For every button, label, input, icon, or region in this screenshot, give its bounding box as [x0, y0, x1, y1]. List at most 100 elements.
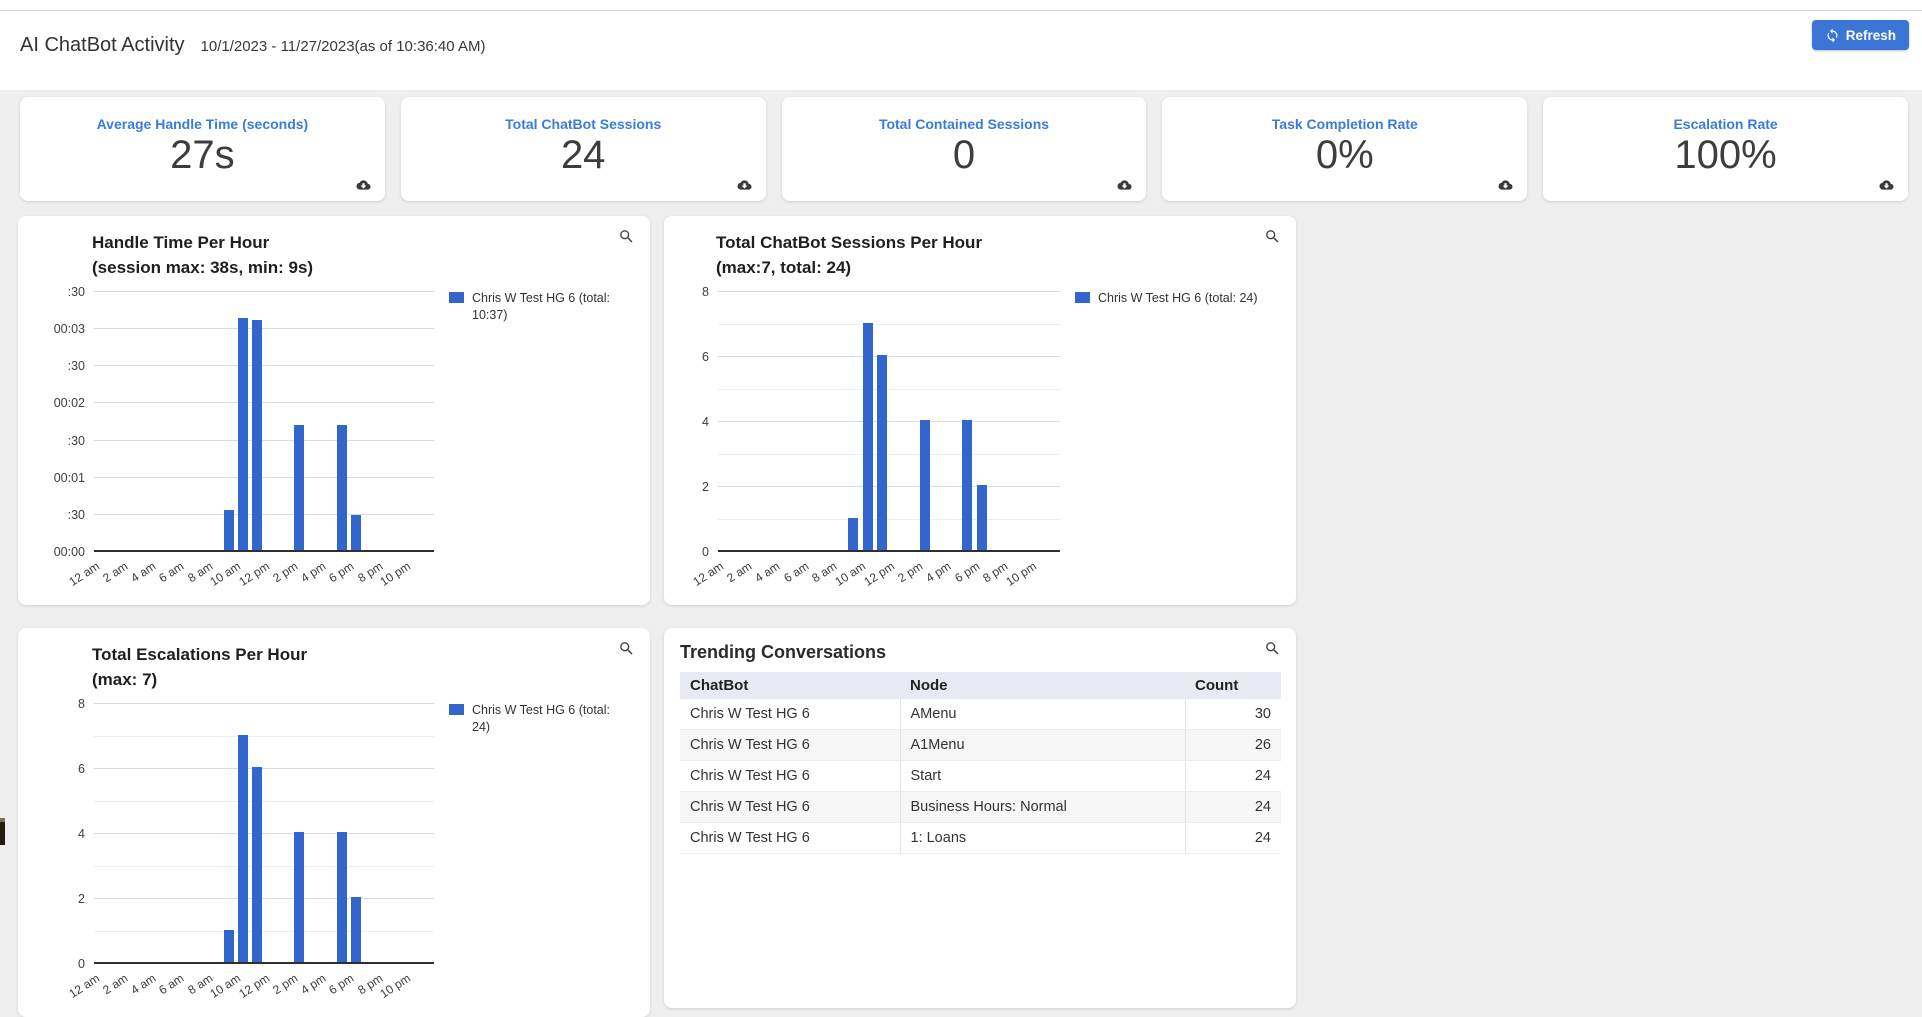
- chart-bar: [237, 734, 248, 962]
- y-axis-tick-label: :30: [67, 285, 85, 299]
- gridline: [718, 388, 1060, 390]
- chart-bar: [862, 322, 873, 550]
- table-cell: Business Hours: Normal: [899, 791, 1185, 823]
- table-row: Chris W Test HG 6 Business Hours: Normal 2…: [680, 791, 1281, 823]
- x-axis-tick-label: 6 am: [156, 971, 187, 998]
- gridline: [94, 365, 434, 367]
- gridline: [718, 356, 1060, 357]
- total-escalations-per-hour-chart: 0 2 4 6 8 12 am 2 am 4 am 6 am 8 am 10 am 12 pm 2 pm…: [66, 697, 434, 1001]
- chart-card-handle-time: Handle Time Per Hour (session max: 38s, …: [18, 216, 650, 605]
- chart-bar: [962, 420, 973, 550]
- x-axis-tick-label: 2 am: [99, 559, 130, 586]
- refresh-button[interactable]: Refresh: [1811, 20, 1909, 50]
- x-axis-tick-label: 4 pm: [298, 559, 329, 586]
- x-axis-tick-label: 6 pm: [952, 559, 983, 586]
- x-axis-tick-label: 12 am: [66, 971, 102, 1001]
- date-range: 10/1/2023 - 11/27/2023(as of 10:36:40 AM…: [200, 37, 486, 55]
- chart-bar: [294, 832, 305, 962]
- kpi-value: 0: [952, 133, 976, 177]
- gridline: [718, 486, 1060, 487]
- kpi-card-escalation-rate: Escalation Rate 100%: [1543, 97, 1908, 201]
- cloud-download-icon[interactable]: [355, 178, 372, 192]
- legend-swatch: [449, 292, 464, 303]
- table-cell: 24: [1184, 791, 1281, 823]
- gridline: [94, 833, 434, 834]
- table-cell: 24: [1184, 760, 1281, 792]
- table-header-row: ChatBot Node Count: [680, 672, 1281, 699]
- refresh-button-label: Refresh: [1845, 27, 1896, 43]
- y-axis-tick-label: 2: [702, 480, 709, 494]
- gridline: [718, 421, 1060, 422]
- x-axis-tick-label: 4 am: [128, 971, 159, 998]
- chart-bar: [351, 897, 362, 962]
- gridline: [94, 768, 434, 769]
- table-cell: A1Menu: [899, 729, 1185, 761]
- kpi-label: Total ChatBot Sessions: [505, 116, 662, 132]
- gridline: [94, 439, 434, 441]
- table-title: Trending Conversations: [680, 642, 887, 662]
- chart-bar: [237, 318, 248, 550]
- chart-bar: [976, 485, 987, 550]
- chart-card-escalations: Total Escalations Per Hour (max: 7) 0 2 4 6…: [18, 628, 650, 1017]
- x-axis-tick-label: 2 am: [724, 559, 755, 586]
- handle-time-per-hour-chart: 00:00:30 00:01:30 00:02:30 00:03:30 12 am 2 a…: [54, 285, 434, 589]
- magnifier-icon[interactable]: [618, 640, 635, 657]
- chart-bar: [876, 355, 887, 550]
- chart-bar: [919, 420, 930, 550]
- gridline: [94, 476, 434, 478]
- chart-bar: [251, 767, 262, 962]
- legend-swatch: [1075, 292, 1090, 303]
- y-axis-tick-label: 8: [78, 697, 85, 711]
- x-axis-tick-label: 12 pm: [236, 971, 272, 1001]
- table-cell: 24: [1184, 822, 1281, 854]
- legend-label: Chris W Test HG 6 (total: 24): [472, 703, 610, 734]
- x-axis-tick-label: 12 am: [66, 559, 102, 589]
- y-axis-tick-label: :30: [67, 433, 85, 448]
- gridline: [94, 550, 434, 552]
- y-axis-tick-label: 0: [702, 545, 709, 559]
- table-cell: 1: Loans: [899, 822, 1185, 854]
- legend-label: Chris W Test HG 6 (total: 10:37): [472, 291, 610, 322]
- y-axis-tick-label: 6: [78, 762, 85, 776]
- magnifier-icon[interactable]: [1264, 640, 1281, 657]
- y-axis-tick-label: 8: [702, 285, 709, 299]
- kpi-card-task-completion-rate: Task Completion Rate 0%: [1162, 97, 1528, 201]
- table-row: Chris W Test HG 6 A1Menu 26: [680, 729, 1281, 761]
- x-axis-tick-label: 4 pm: [923, 559, 954, 586]
- cloud-download-icon[interactable]: [1497, 178, 1514, 192]
- magnifier-icon[interactable]: [1264, 228, 1281, 245]
- cloud-download-icon[interactable]: [1878, 178, 1895, 192]
- gridline: [718, 550, 1060, 552]
- trending-table-body: Chris W Test HG 6 AMenu 30 Chris W Test HG …: [680, 699, 1281, 854]
- chart-title: Total Escalations Per Hour (max: 7): [92, 645, 308, 689]
- gridline: [94, 930, 434, 932]
- gridline: [718, 518, 1060, 520]
- legend-swatch: [449, 704, 464, 715]
- y-axis-tick-label: 4: [702, 415, 709, 429]
- cloud-download-icon[interactable]: [1116, 178, 1133, 192]
- y-axis-tick-label: 6: [702, 350, 709, 364]
- magnifier-icon[interactable]: [618, 228, 635, 245]
- y-axis-tick-label: 00:01: [53, 470, 85, 485]
- charts-row: Handle Time Per Hour (session max: 38s, …: [0, 201, 1922, 605]
- gridline: [94, 898, 434, 899]
- chart-legend: Chris W Test HG 6 (total: 24): [449, 702, 628, 736]
- kpi-card-average-handle-time: Average Handle Time (seconds) 27s: [20, 97, 385, 201]
- y-axis-tick-label: 00:00: [53, 545, 85, 559]
- column-header-chatbot: ChatBot: [680, 672, 900, 699]
- chart-bar: [251, 319, 262, 550]
- refresh-icon: [1825, 28, 1840, 43]
- kpi-value: 0%: [1315, 133, 1374, 177]
- kpi-label: Escalation Rate: [1673, 116, 1778, 132]
- gridline: [718, 323, 1060, 325]
- table-cell: Chris W Test HG 6: [680, 729, 900, 761]
- y-axis-tick-label: 00:03: [53, 322, 85, 337]
- x-axis-tick-label: 12 pm: [236, 559, 272, 589]
- cloud-download-icon[interactable]: [736, 178, 753, 192]
- column-header-count: Count: [1185, 672, 1281, 699]
- chart-bar: [223, 510, 234, 550]
- chart-title: Total ChatBot Sessions Per Hour (max:7, …: [716, 233, 983, 277]
- table-cell: Chris W Test HG 6: [680, 791, 900, 823]
- top-divider: [0, 10, 1922, 11]
